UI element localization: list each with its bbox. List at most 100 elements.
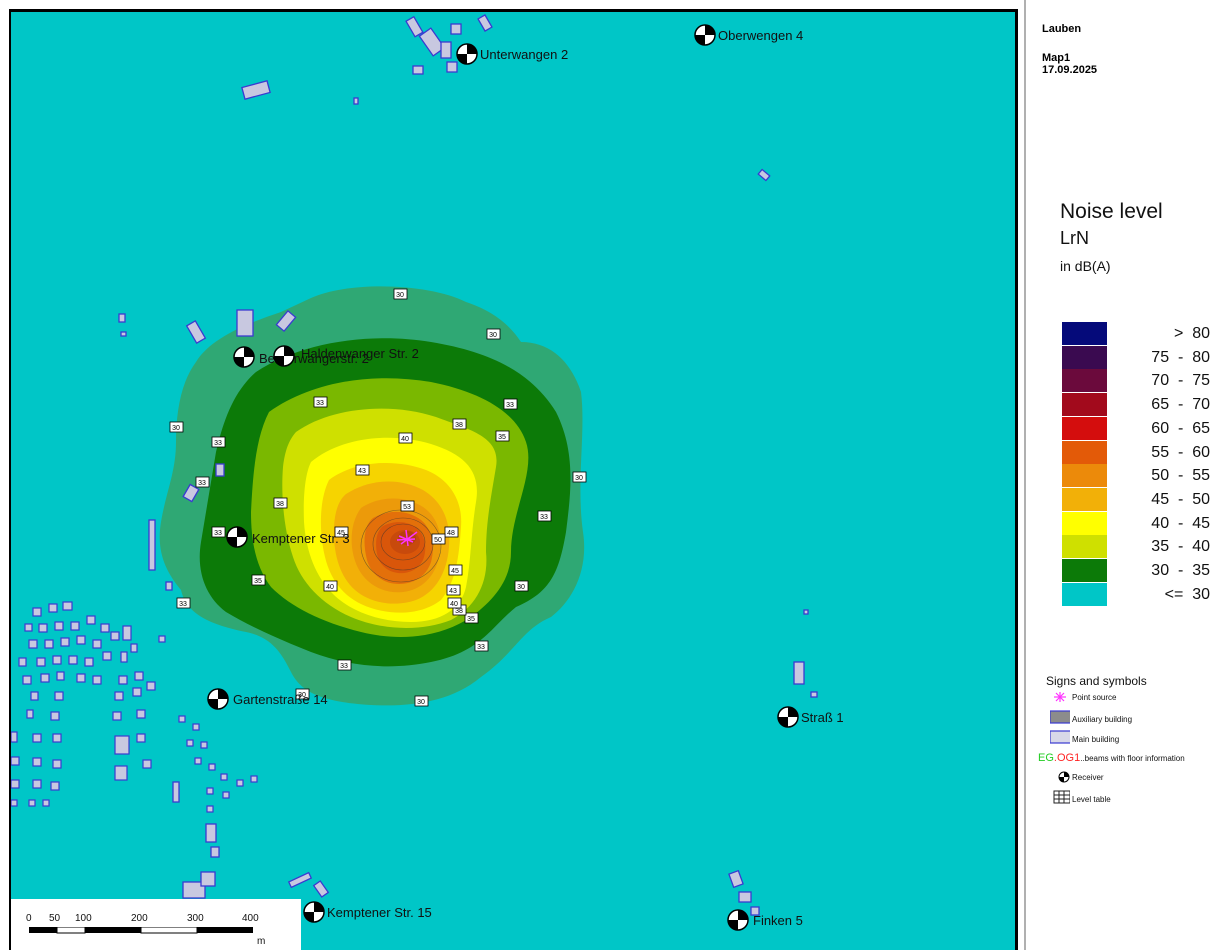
floor-eg-label: EG (1038, 752, 1054, 764)
legend-range-label: 60 - 65 (1151, 419, 1210, 437)
map-date: 17.09.2025 (1042, 64, 1098, 76)
receiver-gartenstrasse-14[interactable]: Gartenstraße 14 (207, 688, 328, 710)
legend-class-row: 60 - 65 (1062, 416, 1212, 440)
iso-level-labels: 30 30 30 30 30 30 30 33 33 33 33 33 33 3… (169, 288, 587, 707)
signs-title: Signs and symbols (1046, 674, 1147, 688)
legend-range-label: 50 - 55 (1151, 467, 1210, 485)
legend-range-label: 75 - 80 (1151, 348, 1210, 366)
legend-swatch (1062, 393, 1107, 417)
legend-range-label: 35 - 40 (1151, 538, 1210, 556)
svg-text:Oberwengen 4: Oberwengen 4 (718, 28, 803, 43)
legend-swatch (1062, 487, 1107, 511)
iso-label-33: 33 (540, 514, 548, 521)
sign-auxiliary-building: Auxiliary building (1072, 715, 1133, 724)
scale-tick: 100 (75, 913, 92, 924)
floor-info-text: ..beams with floor information (1080, 754, 1185, 763)
legend-swatch (1062, 369, 1107, 393)
auxiliary-building-icon (1050, 710, 1070, 724)
svg-text:Kemptener Str. 15: Kemptener Str. 15 (327, 905, 432, 920)
svg-text:Kemptener Str. 3: Kemptener Str. 3 (252, 531, 350, 546)
receiver-oberwengen-4[interactable]: Oberwengen 4 (694, 24, 803, 46)
legend-swatch (1062, 440, 1107, 464)
legend-class-row: 70 - 75 (1062, 369, 1212, 393)
legend-class-row: 40 - 45 (1062, 511, 1212, 535)
map-name: Map1 (1042, 52, 1071, 64)
svg-text:Straß 1: Straß 1 (801, 710, 844, 725)
legend-class-row: 45 - 50 (1062, 487, 1212, 511)
project-title: Lauben (1042, 23, 1082, 35)
legend-class-row: 30 - 35 (1062, 559, 1212, 582)
iso-label-45: 45 (451, 568, 459, 575)
legend-class-row: 35 - 40 (1062, 535, 1212, 559)
scale-tick: 400 (242, 913, 259, 924)
iso-label-30: 30 (575, 475, 583, 482)
scale-bar-graphic (29, 927, 253, 934)
svg-text:Finken 5: Finken 5 (753, 913, 803, 928)
legend-unit: in dB(A) (1060, 258, 1111, 274)
legend-swatch (1062, 559, 1107, 582)
panel-divider (1024, 0, 1026, 950)
iso-label-33: 33 (506, 402, 514, 409)
sign-point-source: Point source (1072, 693, 1117, 702)
iso-label-40: 40 (326, 584, 334, 591)
iso-label-38: 38 (276, 501, 284, 508)
iso-label-33: 33 (214, 440, 222, 447)
receiver-kemptener-str-15[interactable]: Kemptener Str. 15 (303, 901, 432, 923)
iso-label-48: 48 (447, 530, 455, 537)
village-buildings (11, 601, 258, 813)
iso-label-33: 33 (198, 480, 206, 487)
receiver-unterwangen-2[interactable]: Unterwangen 2 (456, 43, 568, 65)
iso-label-43: 43 (358, 468, 366, 475)
legend-swatch (1062, 345, 1107, 369)
signs-icons (1050, 692, 1070, 804)
legend-swatch (1062, 535, 1107, 559)
point-source-cluster (396, 529, 418, 547)
main-building-icon (1050, 730, 1070, 744)
legend-range-label: 30 - 35 (1151, 562, 1210, 579)
legend-class-row: 65 - 70 (1062, 393, 1212, 417)
buildings (118, 14, 818, 916)
noise-map[interactable]: 30 30 30 30 30 30 30 33 33 33 33 33 33 3… (9, 9, 1018, 950)
legend-swatch (1062, 582, 1107, 606)
iso-label-33: 33 (214, 530, 222, 537)
legend-range-label: 55 - 60 (1151, 443, 1210, 461)
legend-swatch (1062, 322, 1107, 345)
legend-class-row: 50 - 55 (1062, 464, 1212, 488)
scale-tick: 50 (49, 913, 61, 924)
receiver-finken-5[interactable]: Finken 5 (727, 909, 803, 931)
iso-label-30: 30 (517, 584, 525, 591)
legend-swatch (1062, 416, 1107, 440)
legend-range-label: 65 - 70 (1151, 396, 1210, 414)
map-canvas: 30 30 30 30 30 30 30 33 33 33 33 33 33 3… (11, 14, 844, 931)
iso-label-30: 30 (396, 292, 404, 299)
iso-label-30: 30 (298, 692, 306, 699)
iso-label-40: 40 (401, 436, 409, 443)
legend-swatch (1062, 464, 1107, 488)
scale-tick: 0 (26, 913, 32, 924)
point-source-icon (1054, 692, 1066, 702)
receiver-strass-1[interactable]: Straß 1 (777, 706, 844, 728)
legend-title: Noise level (1060, 200, 1163, 223)
scale-unit: m (257, 936, 266, 947)
iso-label-35: 35 (498, 434, 506, 441)
level-table-icon (1053, 790, 1070, 804)
iso-label-30: 30 (489, 332, 497, 339)
scale-bar: 0 50 100 200 300 400 m (11, 899, 301, 950)
svg-text:Gartenstraße 14: Gartenstraße 14 (233, 692, 328, 707)
iso-label-43: 43 (449, 588, 457, 595)
legend-class-row: 55 - 60 (1062, 440, 1212, 464)
scale-tick: 200 (131, 913, 148, 924)
legend-swatch (1062, 511, 1107, 535)
legend-range-label: 70 - 75 (1151, 372, 1210, 390)
iso-label-40: 40 (450, 601, 458, 608)
receiver-kemptener-str-3[interactable]: Kemptener Str. 3 (226, 526, 350, 548)
iso-label-38: 38 (455, 608, 463, 615)
receiver-haldenwanger-str-2[interactable]: Haldenwanger Str. 2 (273, 345, 419, 367)
legend-range-label: > 80 (1173, 325, 1210, 342)
iso-label-45: 45 (337, 530, 345, 537)
legend-class-row: <= 30 (1062, 582, 1212, 606)
iso-label-33: 33 (477, 644, 485, 651)
sign-receiver: Receiver (1072, 773, 1104, 782)
legend-range-label: 40 - 45 (1151, 514, 1210, 532)
iso-label-35: 35 (254, 578, 262, 585)
